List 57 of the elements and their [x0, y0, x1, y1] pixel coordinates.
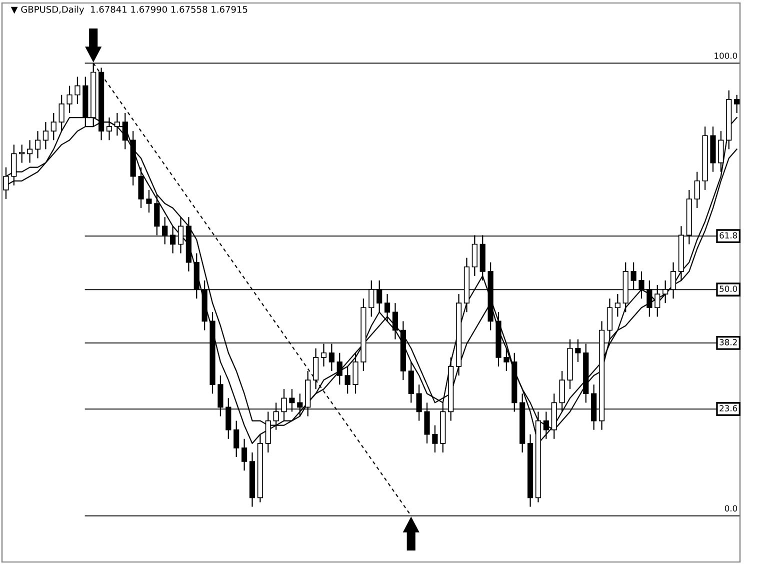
- ref-line-label: 50.0: [720, 286, 738, 292]
- candlestick: [646, 280, 652, 318]
- candlestick: [42, 121, 48, 150]
- candlestick: [734, 94, 740, 114]
- candlestick: [392, 302, 398, 340]
- candlestick: [146, 189, 152, 214]
- candlestick: [614, 293, 620, 318]
- candlestick: [662, 280, 668, 304]
- candlestick: [138, 166, 144, 209]
- candlestick: [162, 216, 168, 245]
- candlestick: [344, 366, 350, 394]
- candlestick: [670, 262, 676, 300]
- candlestick: [559, 370, 565, 412]
- candlestick: [376, 280, 382, 313]
- candlestick: [11, 144, 17, 186]
- candlestick: [50, 112, 56, 141]
- candlestick: [352, 352, 358, 394]
- ref-line-label: 38.2: [720, 339, 737, 346]
- candlestick: [297, 393, 303, 417]
- candlestick: [432, 424, 438, 454]
- candlestick: [241, 438, 248, 472]
- ref-line-label: 0.0: [724, 505, 738, 512]
- candlestick: [154, 194, 160, 236]
- candlestick: [27, 140, 33, 164]
- candlestick: [336, 352, 342, 386]
- candlestick: [74, 76, 80, 104]
- candlestick: [384, 293, 390, 322]
- candlestick: [289, 388, 295, 412]
- candlestick: [504, 348, 510, 372]
- candlestick: [408, 361, 414, 404]
- candlestick: [416, 384, 422, 422]
- candlestick: [320, 343, 327, 368]
- candlestick: [312, 348, 319, 390]
- candlestick: [575, 338, 581, 362]
- candlestick: [226, 398, 232, 440]
- candlestick: [234, 420, 240, 458]
- candlestick: [66, 85, 72, 114]
- candlestick: [424, 402, 430, 444]
- candlestick: [368, 280, 374, 318]
- candlestick: [718, 130, 724, 172]
- ref-line-label: 23.6: [720, 405, 738, 412]
- candlestick: [281, 388, 287, 422]
- candlestick: [34, 130, 41, 159]
- candlestick: [170, 226, 176, 254]
- ref-line-label: 100.0: [714, 52, 738, 59]
- candlestick: [638, 270, 644, 300]
- candlestick: [472, 234, 478, 276]
- candlestick: [694, 171, 700, 209]
- ref-line-label: 61.8: [720, 232, 738, 239]
- candlestick: [218, 374, 224, 417]
- candlestick: [630, 262, 636, 290]
- candlestick: [606, 298, 613, 340]
- candlestick: [654, 284, 660, 318]
- candlestick: [178, 216, 184, 254]
- candlestick: [328, 343, 334, 372]
- candlestick: [19, 144, 25, 164]
- chart-title: ▼ GBPUSD,Daily 1.67841 1.67990 1.67558 1.67915: [10, 6, 248, 15]
